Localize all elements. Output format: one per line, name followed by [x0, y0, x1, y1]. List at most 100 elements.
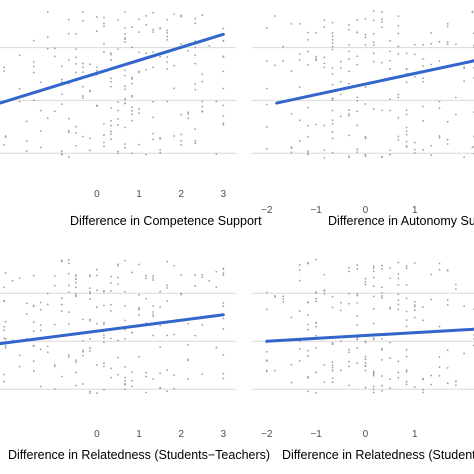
scatter-point [18, 277, 21, 280]
scatter-point [103, 334, 105, 336]
scatter-point [25, 140, 28, 142]
scatter-point [381, 26, 383, 29]
scatter-point [74, 56, 77, 59]
scatter-point [103, 134, 105, 137]
scatter-point [372, 32, 375, 35]
scatter-point [438, 325, 441, 328]
scatter-point [103, 51, 105, 53]
scatter-point [74, 71, 77, 74]
scatter-point [381, 264, 383, 267]
scatter-point [201, 110, 204, 112]
scatter-point [194, 62, 197, 65]
scatter-point [438, 268, 441, 271]
scatter-point [166, 100, 169, 103]
scatter-point [60, 297, 63, 299]
scatter-point [282, 295, 285, 298]
scatter-point [60, 303, 63, 306]
scatter-point [356, 124, 359, 127]
scatter-point [323, 62, 326, 65]
scatter-point [422, 105, 424, 108]
scatter-point [413, 386, 416, 389]
x-tick-label: 2 [178, 189, 184, 200]
scatter-point [4, 345, 7, 347]
scatter-point [331, 377, 334, 380]
scatter-point [397, 376, 400, 379]
scatter-point [413, 75, 416, 78]
scatter-point [397, 299, 400, 302]
panel-relatedness-teachers: −2 −1 0 1 Difference in Relatedness (Student… [252, 258, 474, 462]
scatter-point [25, 120, 28, 123]
scatter-point [282, 300, 285, 303]
scatter-point [110, 130, 112, 133]
scatter-point [348, 50, 350, 53]
scatter-point [89, 318, 91, 321]
scatter-point [405, 284, 408, 286]
scatter-point [290, 22, 293, 25]
scatter-point [152, 132, 155, 135]
scatter-point [422, 65, 424, 67]
scatter-point [413, 43, 416, 46]
x-tick-label: −2 [261, 205, 273, 216]
scatter-point [381, 296, 383, 299]
scatter-point [422, 388, 424, 391]
scatter-point [323, 149, 326, 152]
scatter-point [124, 388, 126, 391]
scatter-point [60, 103, 63, 105]
scatter-point [18, 365, 21, 368]
scatter-point [356, 63, 359, 66]
scatter-point [89, 137, 91, 140]
x-tick-label: 0 [363, 205, 369, 216]
scatter-point [103, 16, 105, 19]
scatter-point [446, 43, 449, 46]
scatter-point [166, 300, 169, 303]
scatter-point [446, 41, 449, 43]
scatter-point [405, 130, 408, 133]
scatter-point [222, 104, 225, 107]
scatter-point [81, 85, 84, 88]
scatter-point [438, 366, 441, 369]
scatter-point [298, 310, 301, 312]
fit-line [275, 59, 474, 105]
scatter-point [389, 341, 392, 344]
scatter-point [307, 153, 309, 156]
scatter-point [307, 328, 309, 331]
scatter-point [74, 144, 77, 147]
scatter-point [131, 371, 133, 374]
scatter-point [131, 76, 133, 79]
scatter-point [159, 324, 162, 327]
scatter-point [145, 23, 147, 26]
scatter-point [397, 15, 400, 18]
scatter-point [46, 351, 49, 354]
panel-relatedness-students: 0 1 2 3 Difference in Relatedness (Students−… [0, 259, 270, 462]
scatter-point [180, 293, 183, 296]
scatter-point [89, 320, 91, 322]
scatter-point [381, 295, 383, 297]
scatter-point [389, 68, 392, 70]
scatter-point [152, 100, 155, 103]
scatter-point [315, 292, 318, 295]
scatter-point [124, 143, 126, 146]
scatter-point [381, 384, 383, 387]
scatter-point [138, 313, 140, 316]
scatter-point [405, 355, 408, 358]
scatter-point [131, 26, 133, 29]
scatter-point [397, 277, 400, 280]
scatter-point [18, 100, 21, 103]
scatter-point [372, 9, 375, 12]
scatter-point [110, 337, 112, 340]
scatter-point [89, 290, 91, 293]
scatter-point [348, 302, 350, 305]
scatter-point [430, 273, 433, 276]
scatter-point [397, 93, 400, 96]
scatter-point [331, 119, 334, 122]
scatter-point [110, 275, 112, 278]
scatter-point [222, 115, 225, 117]
scatter-point [39, 348, 42, 351]
scatter-point [381, 359, 383, 361]
scatter-point [422, 119, 424, 122]
scatter-point [405, 140, 408, 143]
scatter-point [397, 371, 400, 374]
scatter-point [413, 262, 416, 264]
scatter-point [96, 268, 98, 271]
scatter-point [60, 78, 63, 81]
